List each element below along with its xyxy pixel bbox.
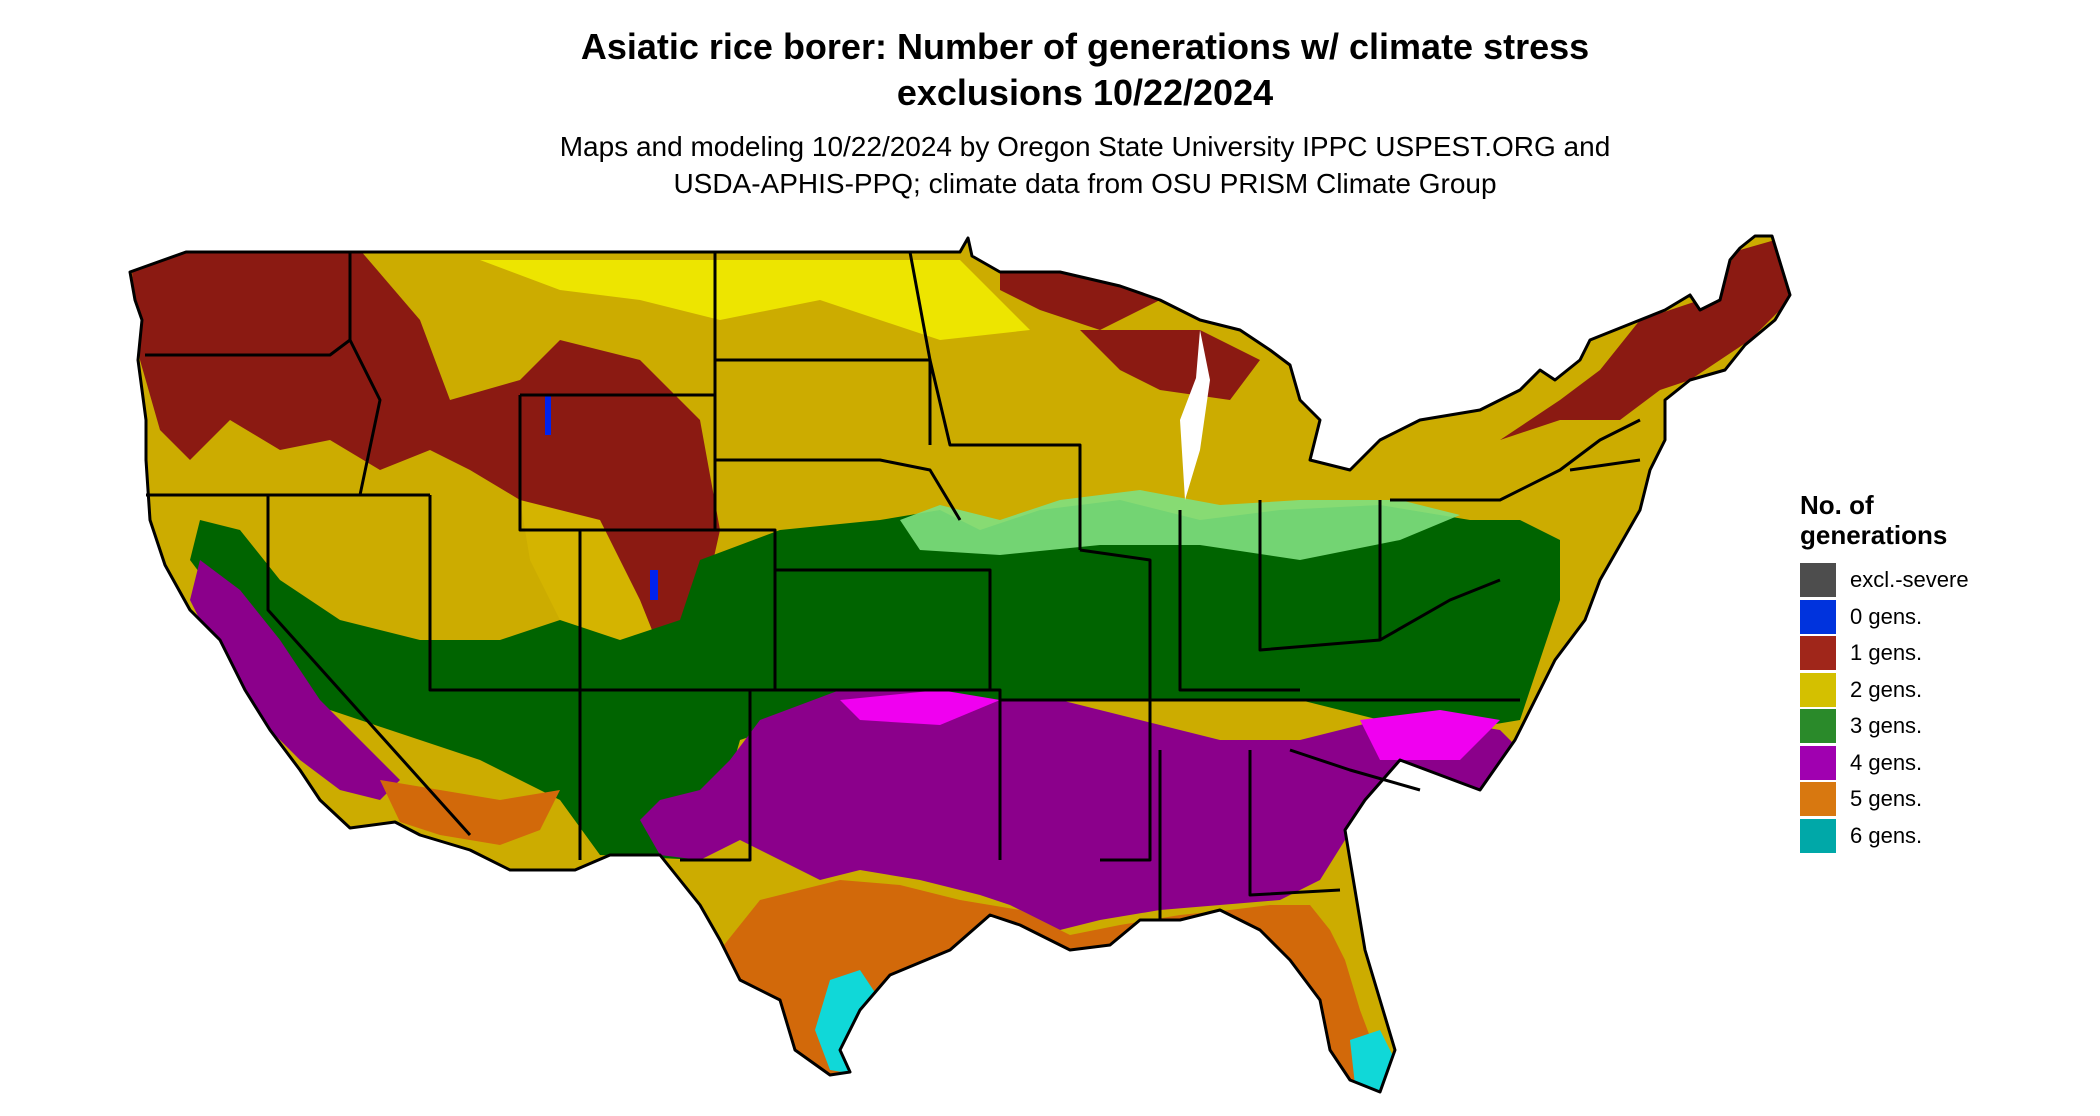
zone-0-gens-1 bbox=[545, 395, 551, 435]
lake-michigan bbox=[1180, 330, 1210, 500]
border-wa-or bbox=[145, 338, 351, 357]
legend-item: 0 gens. bbox=[1800, 599, 1969, 635]
legend-swatch bbox=[1800, 709, 1836, 743]
zone-4-gens-light bbox=[840, 690, 1000, 725]
border-nm-tx bbox=[680, 690, 752, 862]
border-mo bbox=[1079, 548, 1152, 700]
border-ne-ks bbox=[775, 568, 992, 690]
border-al-ga bbox=[1248, 750, 1341, 897]
border-in-oh bbox=[1258, 500, 1381, 652]
legend-label: 2 gens. bbox=[1850, 676, 1923, 702]
zone-2-gens-rockies bbox=[520, 500, 660, 680]
zone-2-gens-north-plains bbox=[480, 260, 1030, 340]
map-title: Asiatic rice borer: Number of generation… bbox=[0, 24, 2100, 116]
legend-label: 4 gens. bbox=[1850, 749, 1923, 775]
legend-label: 5 gens. bbox=[1850, 786, 1923, 811]
legend-label: 0 gens. bbox=[1850, 603, 1923, 629]
border-il-in bbox=[1178, 510, 1300, 692]
legend-swatch bbox=[1800, 818, 1836, 853]
legend: No. of generations excl.-severe 0 gens. 1 … bbox=[1800, 490, 1969, 854]
state-boundaries bbox=[128, 234, 1792, 1094]
map-subtitle: Maps and modeling 10/22/2024 by Oregon S… bbox=[0, 128, 2100, 202]
border-ks-ok bbox=[775, 688, 1002, 860]
legend-item: 3 gens. bbox=[1800, 708, 1969, 744]
legend-label: excl.-severe bbox=[1850, 567, 1969, 592]
generation-zones bbox=[130, 236, 1790, 1092]
border-ga-sc bbox=[1289, 748, 1421, 792]
us-outline bbox=[128, 234, 1792, 1094]
legend-item: excl.-severe bbox=[1800, 562, 1969, 598]
legend-swatch bbox=[1800, 563, 1836, 597]
legend-item: 2 gens. bbox=[1800, 672, 1969, 708]
zone-1-gens-northwest bbox=[130, 250, 720, 640]
legend-swatch bbox=[1800, 782, 1836, 816]
border-pa-ny bbox=[1390, 418, 1641, 502]
legend-title-line-2: generations bbox=[1800, 520, 1948, 550]
border-co bbox=[580, 528, 777, 692]
subtitle-line-2: USDA-APHIS-PPQ; climate data from OSU PR… bbox=[673, 168, 1497, 199]
zone-0-gens-2 bbox=[650, 570, 658, 600]
border-mo-ar bbox=[1000, 698, 1152, 862]
legend-label: 1 gens. bbox=[1850, 640, 1923, 665]
zone-5-gens-gulf bbox=[720, 880, 1390, 1090]
legend-swatch bbox=[1800, 672, 1836, 707]
border-ny-nj bbox=[1569, 458, 1641, 472]
legend-swatch bbox=[1800, 599, 1836, 634]
title-line-1: Asiatic rice borer: Number of generation… bbox=[580, 26, 1590, 67]
zone-6-gens-florida bbox=[1350, 1030, 1395, 1092]
border-id bbox=[348, 252, 382, 496]
zone-4-gens-california bbox=[190, 560, 400, 800]
legend-label: 6 gens. bbox=[1850, 822, 1923, 848]
border-ca-nv bbox=[266, 495, 472, 837]
legend-label: 3 gens. bbox=[1850, 713, 1923, 738]
zone-5-gens-arizona bbox=[380, 780, 560, 845]
legend-title-line-1: No. of bbox=[1800, 490, 1874, 520]
legend-item: 1 gens. bbox=[1800, 635, 1969, 671]
title-line-2: exclusions 10/22/2024 bbox=[896, 72, 1274, 113]
legend-title: No. of generations bbox=[1800, 490, 1969, 550]
legend-item: 6 gens. bbox=[1800, 818, 1969, 854]
border-wy-ut bbox=[518, 395, 580, 532]
legend-item: 5 gens. bbox=[1800, 781, 1969, 817]
border-oh-pa bbox=[1378, 500, 1501, 642]
legend-swatch bbox=[1800, 636, 1836, 670]
border-sd-ne bbox=[715, 458, 962, 521]
legend-swatch bbox=[1800, 745, 1836, 780]
zone-4-gens-light-east bbox=[1360, 710, 1500, 760]
border-mn-ia bbox=[908, 251, 1082, 550]
border-nv-ut bbox=[428, 495, 580, 692]
zone-1-gens-wisconsin bbox=[1080, 330, 1260, 400]
zone-3-gens bbox=[190, 500, 1560, 860]
zone-4-gens-south bbox=[640, 690, 1520, 930]
subtitle-line-1: Maps and modeling 10/22/2024 by Oregon S… bbox=[559, 131, 1611, 162]
legend-items: excl.-severe 0 gens. 1 gens. 2 gens. 3 gens.… bbox=[1800, 562, 1969, 854]
legend-item: 4 gens. bbox=[1800, 745, 1969, 781]
